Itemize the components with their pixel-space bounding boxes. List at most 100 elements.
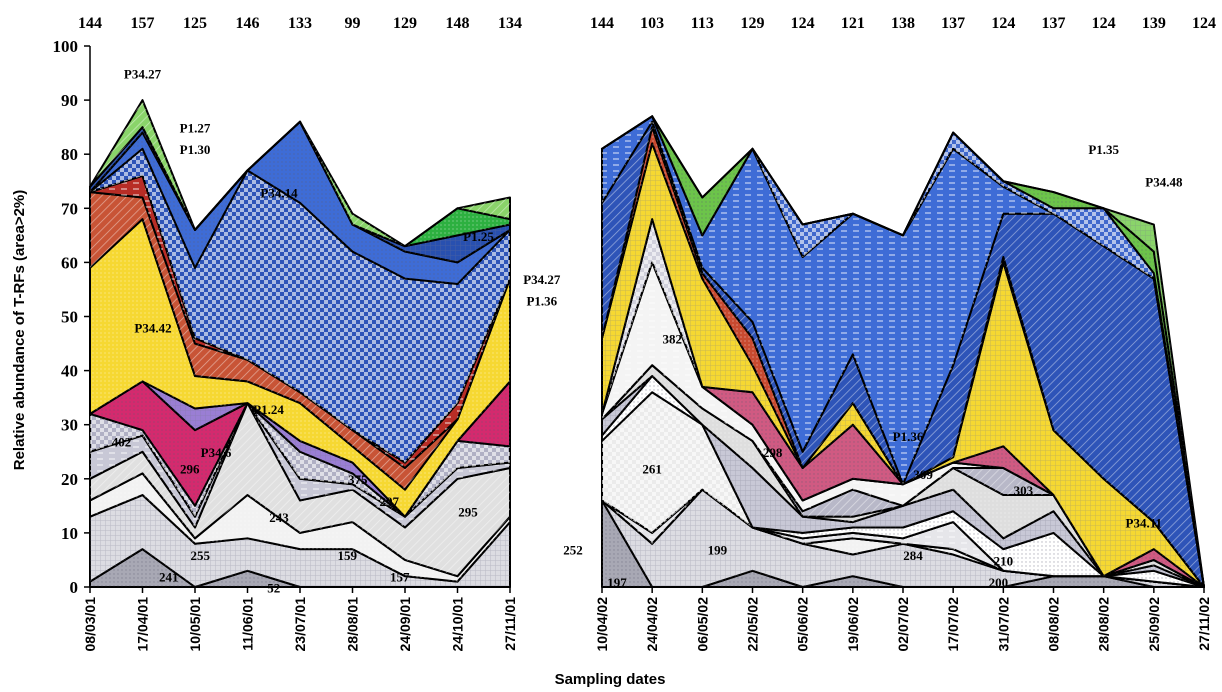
left-area-texture xyxy=(90,403,510,577)
x-tick-label: 24/09/01 xyxy=(397,597,413,652)
top-count-label: 134 xyxy=(498,15,522,32)
y-tick-label: 10 xyxy=(61,524,78,543)
left-area-texture xyxy=(90,219,510,517)
left-area-texture xyxy=(90,473,510,582)
right-area-texture xyxy=(602,489,1204,587)
left-annotation-label: P34.14 xyxy=(260,185,298,200)
top-count-label: 146 xyxy=(236,15,260,32)
x-tick-label: 10/04/02 xyxy=(594,597,610,652)
x-tick-label: 27/11/01 xyxy=(502,597,518,651)
y-tick-label: 20 xyxy=(61,470,78,489)
right-annotation-label: P34.11 xyxy=(1126,515,1162,530)
left-annotation-label: P1.25 xyxy=(463,229,494,244)
right-annotation-label: 197 xyxy=(607,575,627,590)
x-tick-label: 28/08/01 xyxy=(345,597,361,652)
left-annotation-label: 297 xyxy=(380,494,400,509)
left-area-texture xyxy=(90,381,510,517)
top-count-label: 124 xyxy=(991,15,1015,32)
left-annotation-label: 375 xyxy=(348,472,368,487)
right-area-texture xyxy=(602,121,1204,588)
x-tick-label: 06/05/02 xyxy=(694,597,710,652)
x-tick-label: 24/04/02 xyxy=(644,597,660,652)
left-annotation-label: 402 xyxy=(112,434,132,449)
right-annotation-label: 303 xyxy=(1014,483,1034,498)
right-area-texture xyxy=(602,143,1204,587)
left-area-texture xyxy=(90,148,510,463)
x-tick-label: 11/06/01 xyxy=(240,597,256,651)
left-area-texture xyxy=(90,549,510,587)
top-count-label: 113 xyxy=(691,15,714,32)
right-annotation-label: 200 xyxy=(989,575,1009,590)
right-annotation-label: 199 xyxy=(708,543,728,558)
right-annotation-label: P34.27 xyxy=(523,272,561,287)
left-annotation-label: P1.24 xyxy=(253,402,284,417)
top-count-label: 129 xyxy=(741,15,765,32)
left-panel-areas: 08/03/01 144 17/04/01 157 10/05/01 125 11/06/0… xyxy=(78,15,522,652)
x-tick-label: 05/06/02 xyxy=(795,597,811,652)
left-annotation-label: 159 xyxy=(338,548,358,563)
x-axis-title: Sampling dates xyxy=(555,671,666,688)
x-tick-label: 08/08/02 xyxy=(1046,597,1062,652)
y-tick-label: 30 xyxy=(61,416,78,435)
right-annotation-label: P34.48 xyxy=(1145,175,1183,190)
top-count-label: 133 xyxy=(288,15,312,32)
right-annotation-label: 284 xyxy=(903,548,923,563)
top-count-label: 137 xyxy=(941,15,965,32)
right-annotation-label: 382 xyxy=(662,332,682,347)
left-area-texture xyxy=(90,403,510,517)
left-annotation-label: P34.27 xyxy=(124,66,162,81)
right-annotation-label: 261 xyxy=(642,461,662,476)
top-count-label: 124 xyxy=(791,15,815,32)
left-annotation-label: 157 xyxy=(390,570,410,585)
y-tick-label: 50 xyxy=(61,308,78,327)
top-count-label: 144 xyxy=(590,15,614,32)
top-count-label: 103 xyxy=(640,15,664,32)
top-count-label: 157 xyxy=(131,15,155,32)
right-annotation-label: P1.36 xyxy=(526,294,557,309)
left-area-texture xyxy=(90,121,510,285)
y-tick-label: 0 xyxy=(70,578,79,597)
y-tick-label: 60 xyxy=(61,253,78,272)
left-annotation-label: P34.6 xyxy=(201,445,232,460)
right-area-texture xyxy=(602,392,1204,587)
left-area-texture xyxy=(90,192,510,490)
y-axis-title: Relative abundance of T-RFs (area>2%) xyxy=(11,190,28,471)
right-annotation-label: 309 xyxy=(913,467,933,482)
x-tick-label: 08/03/01 xyxy=(82,597,98,652)
top-count-label: 121 xyxy=(841,15,865,32)
left-annotation-label: 295 xyxy=(458,505,478,520)
top-count-label: 144 xyxy=(78,15,102,32)
right-area-texture xyxy=(602,116,1204,587)
top-count-label: 124 xyxy=(1192,15,1216,32)
right-annotation-label: P1.36 xyxy=(893,429,924,444)
y-tick-label: 70 xyxy=(61,199,78,218)
top-count-label: 129 xyxy=(393,15,417,32)
x-tick-label: 02/07/02 xyxy=(895,597,911,652)
left-annotation-label: P1.27 xyxy=(180,121,211,136)
left-annotation-label: 296 xyxy=(180,461,200,476)
y-tick-label: 80 xyxy=(61,145,78,164)
top-count-label: 148 xyxy=(446,15,470,32)
top-count-label: 137 xyxy=(1042,15,1066,32)
x-tick-label: 28/08/02 xyxy=(1096,597,1112,652)
left-annotation-label: 243 xyxy=(269,510,289,525)
left-annotation-label: P1.30 xyxy=(180,142,211,157)
x-tick-label: 17/04/01 xyxy=(135,597,151,652)
x-tick-label: 24/10/01 xyxy=(450,597,466,652)
left-annotation-label: 255 xyxy=(191,548,211,563)
right-annotation-label: 210 xyxy=(994,553,1014,568)
left-annotation-label: 241 xyxy=(159,570,179,585)
right-panel-areas: 10/04/02 144 24/04/02 103 06/05/02 113 22/05/0… xyxy=(590,15,1216,652)
right-area-texture xyxy=(602,262,1204,587)
x-tick-label: 27/11/02 xyxy=(1196,597,1212,651)
top-count-label: 124 xyxy=(1092,15,1116,32)
x-tick-label: 25/09/02 xyxy=(1146,597,1162,652)
y-axis: 0 10 20 30 40 50 60 70 80 90 100 xyxy=(53,37,91,597)
left-annotation-label: 252 xyxy=(563,543,583,558)
right-annotation-label: 298 xyxy=(763,445,783,460)
x-tick-label: 17/07/02 xyxy=(945,597,961,652)
right-area-texture xyxy=(602,376,1204,587)
left-area-texture xyxy=(90,495,510,587)
top-count-label: 138 xyxy=(891,15,915,32)
